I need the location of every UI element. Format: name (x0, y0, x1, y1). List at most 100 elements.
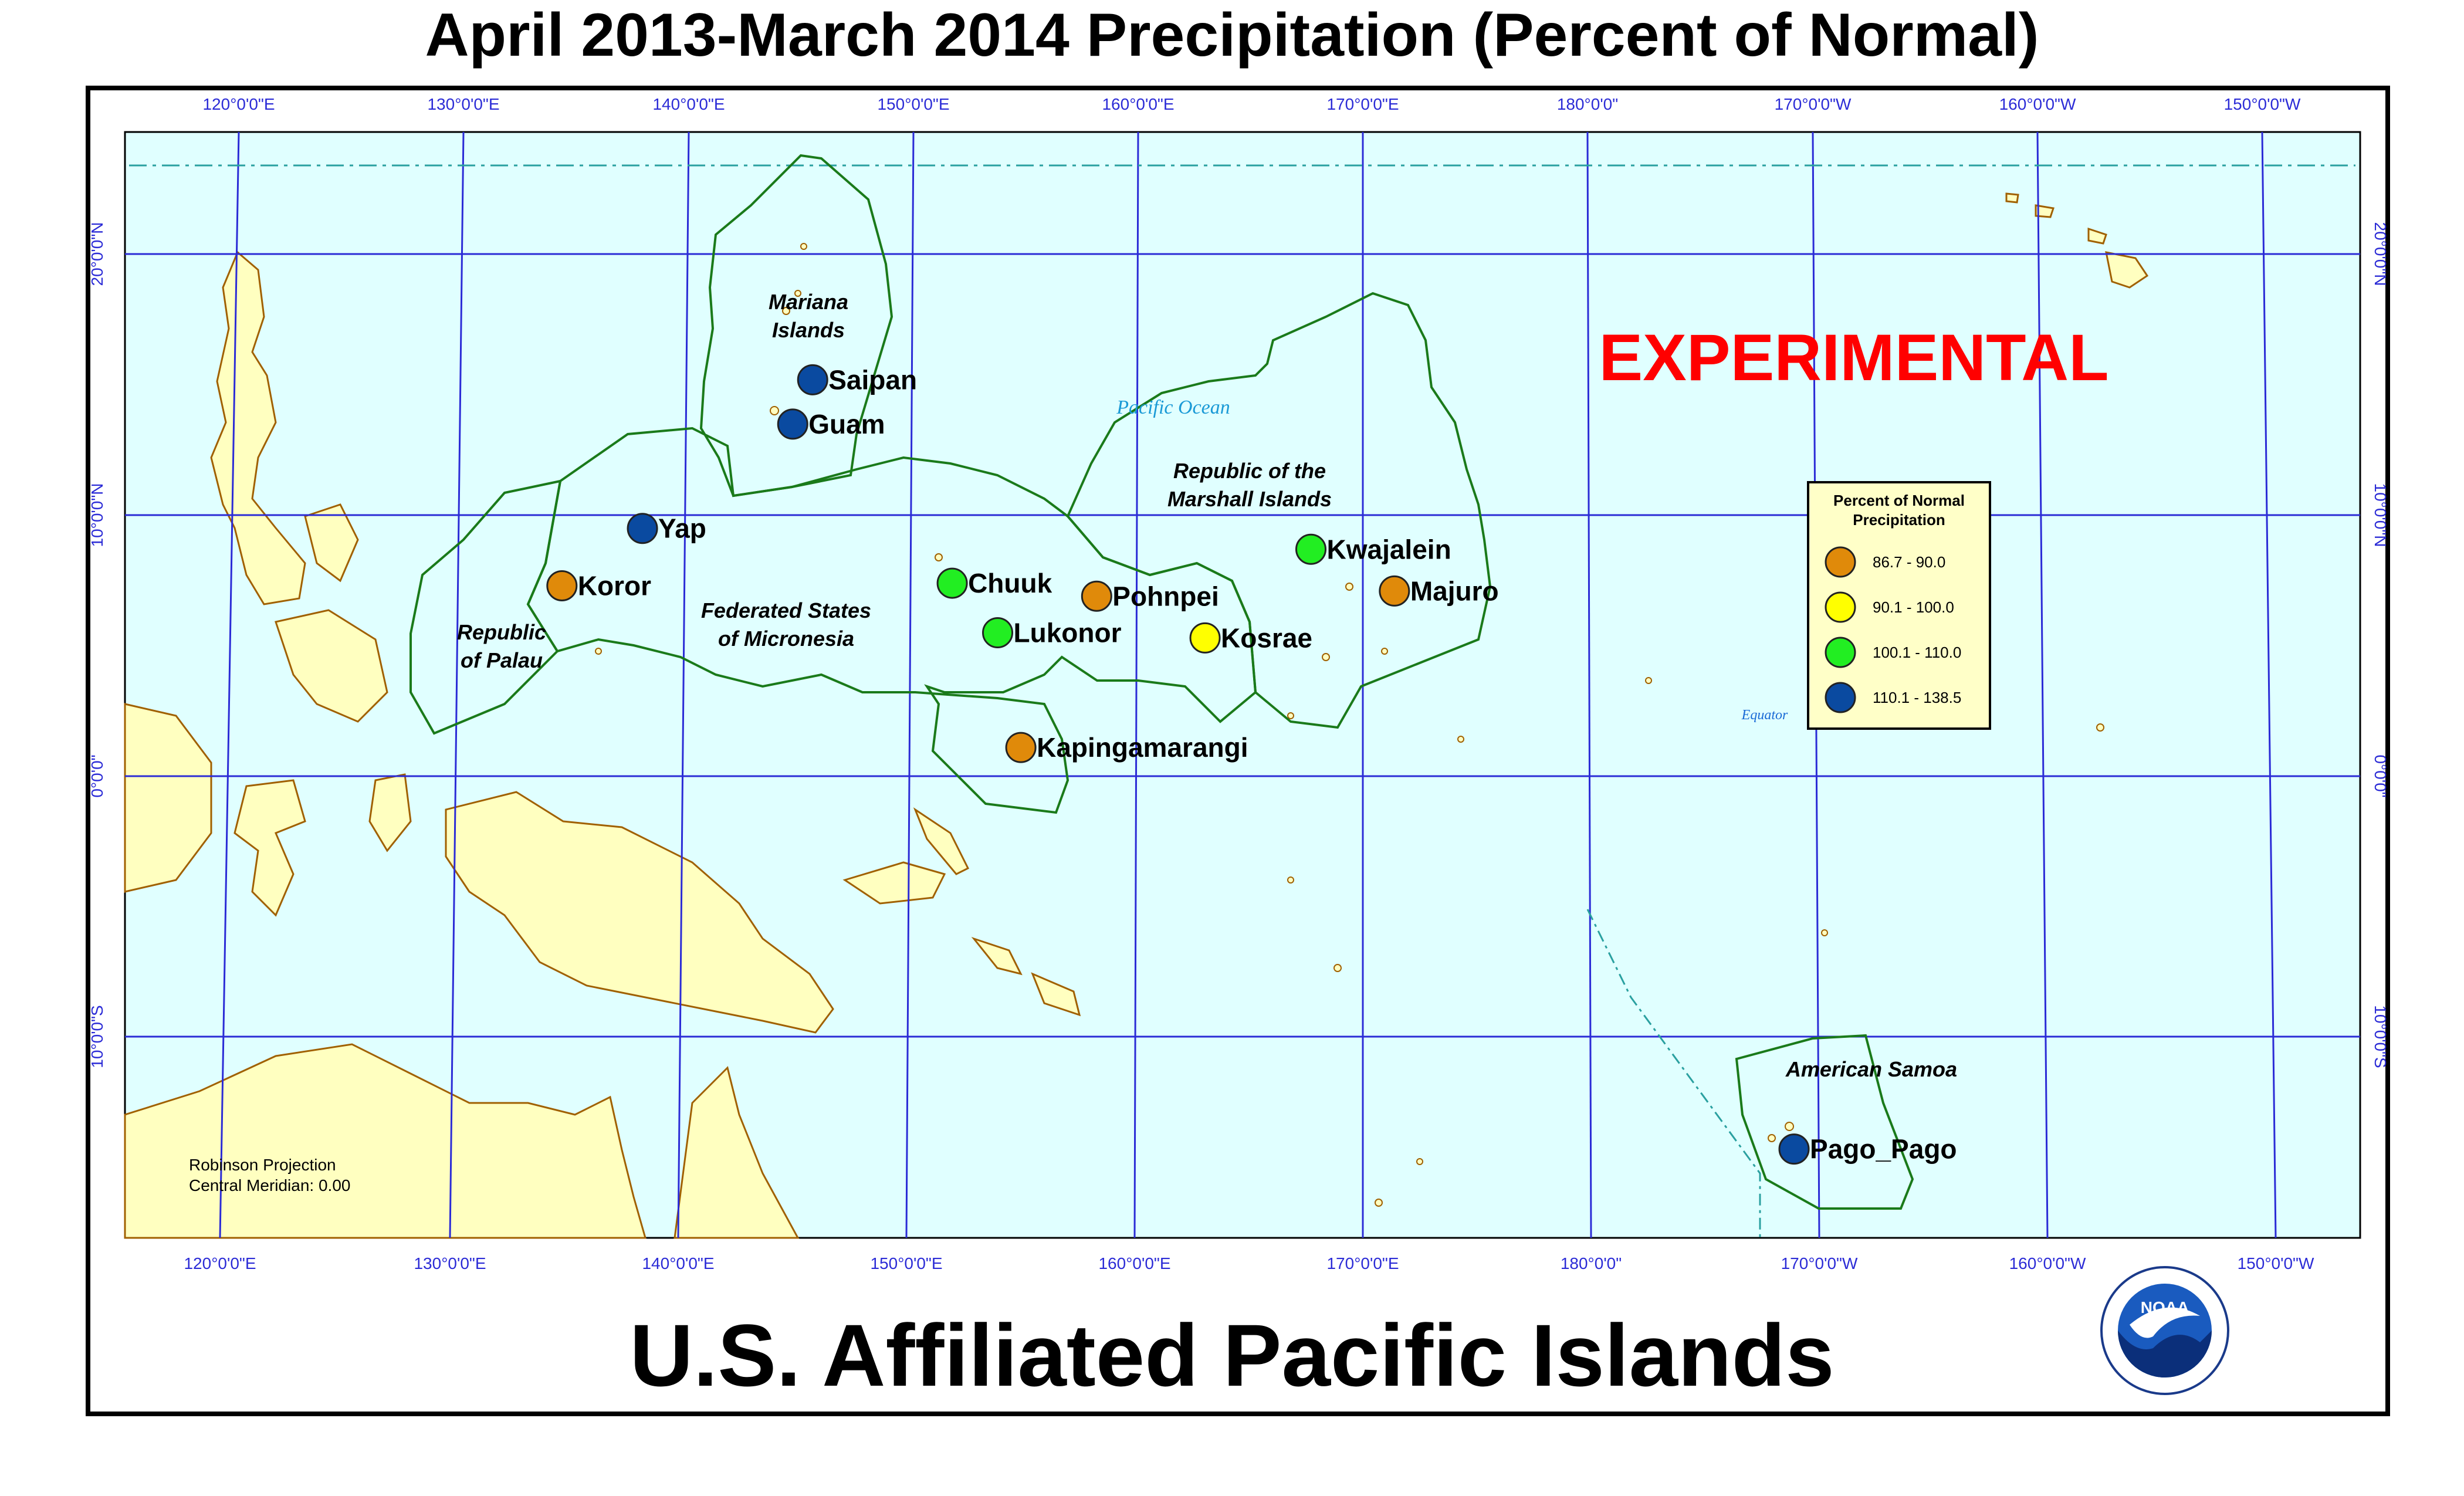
station-label: Kosrae (1221, 622, 1312, 653)
legend-items: 86.7 - 90.0 90.1 - 100.0 100.1 - 110.0 110.… (1825, 546, 1961, 713)
lon-label-top: 170°0'0"E (1326, 95, 1399, 113)
station-marker (1005, 732, 1037, 763)
station-label: Koror (578, 571, 651, 601)
lon-label-top: 160°0'0"E (1102, 95, 1174, 113)
station-marker (1295, 533, 1326, 565)
station-label: Pago_Pago (1810, 1134, 1957, 1165)
lat-label-right: 10°0'0"S (2371, 1005, 2389, 1068)
region-name-palau: Republic (457, 620, 546, 644)
station-label: Kwajalein (1326, 534, 1451, 564)
station-marker (777, 408, 808, 440)
lon-label-bottom: 120°0'0"E (184, 1254, 256, 1272)
station-marker (797, 364, 828, 395)
lat-label-right: 10°0'0"N (2371, 483, 2389, 547)
region-name-fsm-2: of Micronesia (718, 627, 854, 651)
lon-label-top: 150°0'0"W (2224, 95, 2301, 113)
region-name-palau-2: of Palau (461, 648, 543, 672)
lat-labels-left: 20°0'0"N 10°0'0"N 0°0'0" 10°0'0"S (88, 222, 106, 1068)
region-name-marshall-2: Marshall Islands (1167, 487, 1332, 511)
legend-swatch (1825, 591, 1856, 623)
projection-line-2: Central Meridian: 0.00 (189, 1176, 350, 1194)
lon-label-top: 140°0'0"E (652, 95, 725, 113)
station-label: Pohnpei (1112, 581, 1219, 611)
land-visayas (304, 503, 359, 583)
land-new-guinea (445, 791, 834, 1034)
equator-label: Equator (1741, 708, 1788, 723)
land-solomon-1 (971, 936, 1023, 976)
land-australia (124, 1043, 647, 1239)
region-name-mariana-2: Islands (772, 318, 845, 342)
lon-label-bottom: 130°0'0"E (414, 1254, 486, 1272)
station-marker (1778, 1133, 1810, 1165)
land-masses (124, 192, 2149, 1239)
region-name-fsm: Federated States (701, 598, 871, 622)
lon-label-bottom: 150°0'0"W (2238, 1254, 2314, 1272)
legend-title-2: Precipitation (1853, 511, 1945, 529)
station-marker (1379, 575, 1410, 607)
lat-label-right: 20°0'0"N (2371, 222, 2389, 286)
legend-label: 110.1 - 138.5 (1873, 689, 1961, 706)
lon-label-top: 180°0'0" (1557, 95, 1618, 113)
legend-swatch (1825, 546, 1856, 578)
lon-labels-top: 120°0'0"E 130°0'0"E 140°0'0"E 150°0'0"E … (202, 95, 2300, 113)
station-label: Yap (658, 513, 706, 544)
land-borneo (124, 703, 212, 893)
station-marker (1189, 622, 1221, 654)
lat-label-right: 0°0'0" (2371, 754, 2389, 797)
ocean-label: Pacific Ocean (1116, 397, 1230, 418)
station-marker (982, 617, 1014, 649)
lon-label-bottom: 180°0'0" (1561, 1254, 1622, 1272)
lon-label-top: 150°0'0"E (877, 95, 949, 113)
land-mindanao (275, 609, 388, 723)
station-majuro: Majuro (1379, 575, 1499, 607)
land-new-britain (842, 861, 946, 905)
lon-label-top: 170°0'0"W (1775, 95, 1852, 113)
lat-label-left: 10°0'0"N (88, 483, 106, 547)
station-label: Lukonor (1014, 618, 1122, 648)
region-name-mariana: Mariana (769, 290, 848, 314)
station-label: Majuro (1410, 576, 1499, 606)
lon-label-bottom: 150°0'0"E (870, 1254, 942, 1272)
border-palau (409, 479, 562, 735)
land-hawaii-big (2105, 251, 2149, 289)
border-marshall (1066, 292, 1492, 729)
lon-label-bottom: 170°0'0"W (1781, 1254, 1858, 1272)
border-american-samoa (1735, 1034, 1914, 1210)
lon-label-bottom: 140°0'0"E (642, 1254, 714, 1272)
lon-label-top: 120°0'0"E (202, 95, 275, 113)
lon-label-top: 130°0'0"E (427, 95, 499, 113)
station-kosrae: Kosrae (1189, 622, 1312, 654)
station-guam: Guam (777, 408, 885, 440)
noaa-logo-text: NOAA (2141, 1298, 2189, 1316)
land-hawaii-oahu (2035, 204, 2055, 218)
station-saipan: Saipan (797, 364, 917, 395)
station-chuuk: Chuuk (936, 567, 1052, 599)
legend-title: Percent of Normal (1833, 492, 1965, 509)
legend-label: 90.1 - 100.0 (1873, 598, 1954, 616)
station-marker (1081, 580, 1112, 612)
station-label: Chuuk (968, 568, 1052, 598)
lon-labels-bottom: 120°0'0"E 130°0'0"E 140°0'0"E 150°0'0"E … (184, 1254, 2314, 1272)
land-cape-york (673, 1066, 800, 1239)
date-line (1586, 909, 1761, 1238)
border-fsm (526, 427, 1257, 814)
station-yap: Yap (627, 513, 706, 544)
ocean (124, 131, 2361, 1239)
station-marker (936, 567, 968, 599)
projection-line-1: Robinson Projection (189, 1156, 336, 1174)
region-name-marshall: Republic of the (1173, 459, 1326, 483)
station-lukonor: Lukonor (982, 617, 1122, 649)
legend-swatch (1825, 637, 1856, 668)
region-name-american-samoa: American Samoa (1785, 1057, 1957, 1081)
station-marker (627, 513, 658, 544)
lat-labels-right: 20°0'0"N 10°0'0"N 0°0'0" 10°0'0"S (2371, 222, 2389, 1068)
lon-label-bottom: 170°0'0"E (1326, 1254, 1399, 1272)
small-islands (595, 243, 2104, 1207)
station-label: Guam (808, 409, 885, 439)
land-sulawesi (233, 779, 306, 917)
land-hawaii-kauai (2005, 192, 2019, 204)
legend-label: 100.1 - 110.0 (1873, 644, 1961, 661)
lon-label-bottom: 160°0'0"W (2009, 1254, 2086, 1272)
footer-title: U.S. Affiliated Pacific Islands (629, 1306, 1835, 1404)
